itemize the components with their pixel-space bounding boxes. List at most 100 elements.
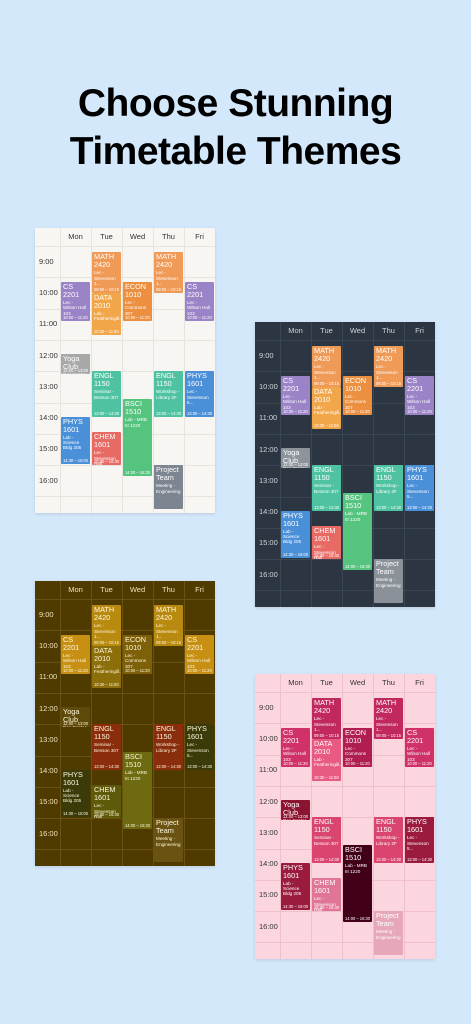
event-detail: Lab - MRB III 1220 xyxy=(345,511,367,522)
event-time: 13:00 – 14:30 xyxy=(187,763,213,769)
event-block[interactable]: Yoga ClubRec Center S...12:00 – 13:00 xyxy=(61,353,90,375)
event-block[interactable]: MATH 2420 Lec - Stevenson 1... 09:00 – 10:… xyxy=(374,698,403,739)
event-course: CHEM 1601 xyxy=(314,878,336,896)
event-block[interactable]: ECON 1010 Lec - Commons 307 10:00 – 11:20 xyxy=(343,375,372,416)
event-block[interactable]: ENGL 1150 Workshop - Library 2F 13:00 – 14… xyxy=(374,465,403,511)
event-course: CS 2201 xyxy=(407,727,424,745)
day-header: Fri xyxy=(195,232,204,241)
event-block[interactable]: CHEM 1601 Lec - Stevenson Hall 15:00 – 16:… xyxy=(92,432,121,466)
grid-line xyxy=(35,339,215,341)
event-block[interactable]: PHYS 1601 Lec - Stevenson 5... 13:00 – 14:… xyxy=(185,724,214,770)
event-block[interactable]: ENGL 1150 Workshop - Library 2F 13:00 – 14… xyxy=(374,817,403,863)
event-block[interactable]: PHYS 1601 Lab - Science Bldg 205 14:30 – 1… xyxy=(281,862,310,910)
grid-line xyxy=(255,723,435,725)
event-course: ENGL 1150 xyxy=(94,724,114,742)
event-course: BSCI 1510 xyxy=(345,493,363,511)
event-time: 14:30 – 16:00 xyxy=(283,551,309,557)
event-block[interactable]: Project Team Meeting - Engineering xyxy=(154,465,183,509)
event-block[interactable]: CS 2201 Lec - Wilson Hall 103 10:00 – 11:2… xyxy=(61,281,90,322)
event-block[interactable]: MATH 2420 Lec - Stevenson 1... 09:00 – 10:… xyxy=(92,252,121,293)
event-block[interactable]: BSCI 1510 Lab - MRB III 1220 14:00 – 16:30 xyxy=(343,845,372,923)
event-detail: Lec - Stevenson 1... xyxy=(314,364,336,381)
event-block[interactable]: CHEM 1601 Lec - Stevenson Hall 15:00 – 16:… xyxy=(312,878,341,912)
event-block[interactable]: DATA 2010 Lab - Featheringill... 10:30 – 1… xyxy=(92,645,121,689)
event-block[interactable]: ENGL 1150 Workshop - Library 2F 13:00 – 14… xyxy=(154,371,183,417)
time-label: 13:00 xyxy=(39,734,58,744)
event-course: PHYS 1601 xyxy=(407,817,427,835)
time-label: 10:00 xyxy=(39,287,58,297)
grid-column-line xyxy=(280,322,281,607)
grid-line xyxy=(35,724,215,726)
event-detail: Lab - Science Bldg 205 xyxy=(283,528,302,545)
event-block[interactable]: Project Team Meeting - Engineering xyxy=(374,559,403,603)
event-block[interactable]: CS 2201 Lec - Wilson Hall 103 10:00 – 11:2… xyxy=(61,634,90,675)
event-block[interactable]: PHYS 1601 Lec - Stevenson 5... 13:00 – 14:… xyxy=(185,371,214,417)
event-time: 09:00 – 10:15 xyxy=(376,732,402,738)
event-block[interactable]: MATH 2420 Lec - Stevenson 1... 09:00 – 10:… xyxy=(312,346,341,387)
event-block[interactable]: ECON 1010 Lec - Commons 307 10:00 – 11:20 xyxy=(343,727,372,768)
event-block[interactable]: PHYS 1601 Lab - Science Bldg 205 14:30 – 1… xyxy=(61,769,90,817)
event-block[interactable]: Project Team Meeting - Engineering xyxy=(374,911,403,955)
event-detail: Lec - Wilson Hall 103 xyxy=(407,393,430,410)
event-block[interactable]: DATA 2010 Lab - Featheringill... 10:30 – 1… xyxy=(312,386,341,430)
event-block[interactable]: PHYS 1601 Lab - Science Bldg 205 14:30 – 1… xyxy=(281,510,310,558)
headline-line-1: Choose Stunning xyxy=(77,82,394,125)
event-block[interactable]: BSCI 1510 Lab - MRB III 1220 14:00 – 16:30 xyxy=(343,493,372,571)
event-block[interactable]: ECON 1010 Lec - Commons 307 10:00 – 11:20 xyxy=(123,281,152,322)
event-block[interactable]: ENGL 1150 Seminar - Benson 307 13:00 – 14:… xyxy=(92,371,121,417)
event-block[interactable]: DATA 2010 Lab - Featheringill... 10:30 – 1… xyxy=(92,292,121,336)
time-label: 9:00 xyxy=(39,256,54,266)
event-block[interactable]: PHYS 1601 Lab - Science Bldg 205 14:30 – 1… xyxy=(61,416,90,464)
event-block[interactable]: PHYS 1601 Lec - Stevenson 5... 13:00 – 14:… xyxy=(405,465,434,511)
event-course: ENGL 1150 xyxy=(94,371,114,389)
time-label: 11:00 xyxy=(39,672,58,682)
event-block[interactable]: Yoga ClubRec Center S...12:00 – 13:00 xyxy=(281,799,310,821)
event-block[interactable]: Yoga ClubRec Center S...12:00 – 13:00 xyxy=(281,447,310,469)
event-block[interactable]: Project Team Meeting - Engineering xyxy=(154,818,183,862)
event-block[interactable]: CS 2201 Lec - Wilson Hall 103 10:00 – 11:2… xyxy=(405,727,434,768)
event-detail: Lab - MRB III 1220 xyxy=(345,863,367,874)
event-block[interactable]: ENGL 1150 Seminar - Benson 307 13:00 – 14:… xyxy=(312,817,341,863)
grid-line xyxy=(35,371,215,373)
event-detail: Lec - Stevenson 1... xyxy=(156,623,178,640)
event-time: 13:00 – 14:30 xyxy=(376,856,402,862)
grid-column-line xyxy=(311,674,312,959)
event-block[interactable]: BSCI 1510 Lab - MRB III 1220 14:00 – 16:30 xyxy=(123,399,152,477)
event-course: CS 2201 xyxy=(187,281,204,299)
event-block[interactable]: MATH 2420 Lec - Stevenson 1... 09:00 – 10:… xyxy=(92,605,121,646)
time-label: 15:00 xyxy=(259,538,278,548)
grid-column-line xyxy=(404,322,405,607)
event-block[interactable]: ENGL 1150 Seminar - Benson 307 13:00 – 14:… xyxy=(92,724,121,770)
event-block[interactable]: BSCI 1510 Lab - MRB III 1220 14:00 – 16:30 xyxy=(123,752,152,830)
event-detail: Lab - Science Bldg 205 xyxy=(283,880,302,897)
event-time: 14:00 – 16:30 xyxy=(125,470,151,476)
timetable-card-dark: Mon Tue Wed Thu Fri 9:00 10:00 11:00 12:00 13:00 1… xyxy=(255,322,435,607)
event-block[interactable]: CS 2201 Lec - Wilson Hall 103 10:00 – 11:2… xyxy=(185,634,214,675)
event-block[interactable]: CS 2201 Lec - Wilson Hall 103 10:00 – 11:2… xyxy=(185,281,214,322)
event-block[interactable]: MATH 2420 Lec - Stevenson 1... 09:00 – 10:… xyxy=(154,605,183,646)
event-block[interactable]: ECON 1010 Lec - Commons 307 10:00 – 11:20 xyxy=(123,634,152,675)
event-time: 15:00 – 16:30 xyxy=(314,905,340,911)
event-block[interactable]: CS 2201 Lec - Wilson Hall 103 10:00 – 11:2… xyxy=(405,375,434,416)
event-block[interactable]: ENGL 1150 Workshop - Library 2F 13:00 – 14… xyxy=(154,724,183,770)
event-detail: Lec - Stevenson 5... xyxy=(187,742,209,758)
event-block[interactable]: CHEM 1601 Lec - Stevenson Hall 15:00 – 16:… xyxy=(92,785,121,819)
grid-column-line xyxy=(60,581,61,866)
event-block[interactable]: MATH 2420 Lec - Stevenson 1... 09:00 – 10:… xyxy=(154,252,183,293)
event-block[interactable]: MATH 2420 Lec - Stevenson 1... 09:00 – 10:… xyxy=(374,346,403,387)
event-detail: Lec - Stevenson 5... xyxy=(407,483,429,499)
event-block[interactable]: MATH 2420 Lec - Stevenson 1... 09:00 – 10:… xyxy=(312,698,341,739)
event-block[interactable]: CS 2201 Lec - Wilson Hall 103 10:00 – 11:2… xyxy=(281,375,310,416)
event-block[interactable]: ENGL 1150 Seminar - Benson 307 13:00 – 14:… xyxy=(312,465,341,511)
grid-column-line xyxy=(122,581,123,866)
event-course: Project Team xyxy=(156,818,179,836)
event-time: 13:00 – 14:30 xyxy=(407,504,433,510)
time-label: 15:00 xyxy=(259,890,278,900)
event-block[interactable]: Yoga ClubRec Center S...12:00 – 13:00 xyxy=(61,706,90,728)
event-block[interactable]: CHEM 1601 Lec - Stevenson Hall 15:00 – 16:… xyxy=(312,526,341,560)
event-block[interactable]: DATA 2010 Lab - Featheringill... 10:30 – 1… xyxy=(312,738,341,782)
event-block[interactable]: CS 2201 Lec - Wilson Hall 103 10:00 – 11:2… xyxy=(281,727,310,768)
event-block[interactable]: PHYS 1601 Lec - Stevenson 5... 13:00 – 14:… xyxy=(405,817,434,863)
day-header: Wed xyxy=(129,232,146,241)
timetable-card-pink: Mon Tue Wed Thu Fri 9:00 10:00 11:00 12:00 13:00 1… xyxy=(255,674,435,959)
